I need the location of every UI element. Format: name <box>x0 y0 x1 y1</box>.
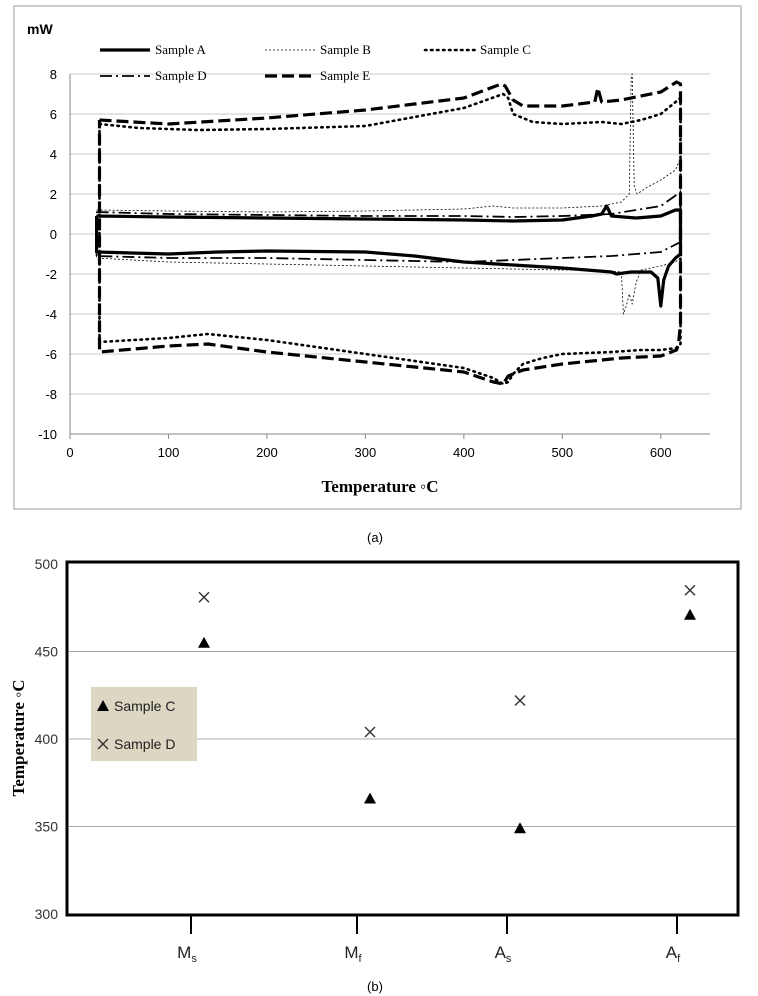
dsc-series-line-1 <box>94 204 683 308</box>
scatter-y-tick-label: 300 <box>35 906 59 922</box>
scatter-y-tick-label: 350 <box>35 819 59 835</box>
dsc-y-tick-label: -10 <box>38 427 57 442</box>
dsc-legend-label-1: Sample A <box>155 42 207 57</box>
scatter-legend-label-1: Sample C <box>114 698 175 714</box>
scatter-y-axis-label: Temperature ◦C <box>9 680 28 797</box>
scatter-legend-box <box>91 687 197 761</box>
dsc-y-tick-label: -8 <box>45 387 57 402</box>
scatter-marks <box>198 584 696 834</box>
scatter-point-sample-c <box>684 608 696 620</box>
dsc-y-tick-label: 4 <box>50 147 57 162</box>
dsc-chart: -10 -8 -6 -4 -2 0 2 4 6 8 0 100 200 300 400 500 600 Samp… <box>13 5 742 510</box>
dsc-x-tick-label: 600 <box>650 445 672 460</box>
dsc-legend: Sample A Sample B Sample C Sample D Sample E <box>100 42 531 83</box>
scatter-legend-marker-x <box>97 738 109 750</box>
dsc-x-tick-label: 0 <box>66 445 73 460</box>
dsc-x-tick-label: 300 <box>355 445 377 460</box>
scatter-legend-marker-triangle <box>97 700 109 711</box>
dsc-series-line-2 <box>96 73 681 315</box>
dsc-x-axis-label: Temperature ◦C <box>322 477 439 496</box>
dsc-y-tick-label: 6 <box>50 107 57 122</box>
dsc-x-tick-label: 500 <box>551 445 573 460</box>
dsc-legend-label-5: Sample E <box>320 68 370 83</box>
dsc-x-tick-label: 400 <box>453 445 475 460</box>
scatter-y-tick-label: 400 <box>35 731 59 747</box>
scatter-y-tick-label: 450 <box>35 644 59 660</box>
dsc-y-axis-label: mW <box>27 21 53 37</box>
dsc-series <box>94 73 683 386</box>
dsc-axes: -10 -8 -6 -4 -2 0 2 4 6 8 0 100 200 300 400 500 600 <box>38 67 710 460</box>
panel-a-label: (a) <box>367 530 383 545</box>
dsc-y-tick-label: -2 <box>45 267 57 282</box>
dsc-series-line-4 <box>95 191 682 263</box>
dsc-y-tick-label: 8 <box>50 67 57 82</box>
scatter-category-label: Ms <box>177 943 197 965</box>
scatter-legend-label-2: Sample D <box>114 736 175 752</box>
scatter-category-label: Af <box>666 943 681 965</box>
dsc-legend-label-2: Sample B <box>320 42 371 57</box>
dsc-x-tick-label: 100 <box>158 445 180 460</box>
scatter-point-sample-d <box>514 695 526 706</box>
scatter-point-sample-c <box>514 822 526 834</box>
dsc-x-tick-label: 200 <box>256 445 278 460</box>
scatter-point-sample-d <box>198 591 210 603</box>
dsc-y-tick-label: 2 <box>50 187 57 202</box>
dsc-series-line-5 <box>97 80 683 386</box>
scatter-y-tick-label: 500 <box>35 556 59 572</box>
scatter-axes: 300 350 400 450 500 Ms Mf As Af <box>35 556 682 965</box>
dsc-chart-frame <box>13 5 742 510</box>
transformation-temperature-chart: 300 350 400 450 500 Ms Mf As Af Sample C Sample D… <box>9 556 740 965</box>
scatter-point-sample-d <box>364 726 376 738</box>
scatter-category-label: Mf <box>344 943 362 965</box>
dsc-y-tick-label: -6 <box>45 347 57 362</box>
dsc-y-tick-label: 0 <box>50 227 57 242</box>
scatter-point-sample-c <box>198 636 210 648</box>
scatter-category-label: As <box>495 943 512 965</box>
dsc-legend-label-3: Sample C <box>480 42 531 57</box>
scatter-point-sample-d <box>684 584 696 596</box>
dsc-y-tick-label: -4 <box>45 307 57 322</box>
dsc-legend-label-4: Sample D <box>155 68 207 83</box>
panel-b-label: (b) <box>367 979 383 994</box>
scatter-point-sample-c <box>364 792 376 804</box>
scatter-legend: Sample C Sample D <box>91 687 197 761</box>
